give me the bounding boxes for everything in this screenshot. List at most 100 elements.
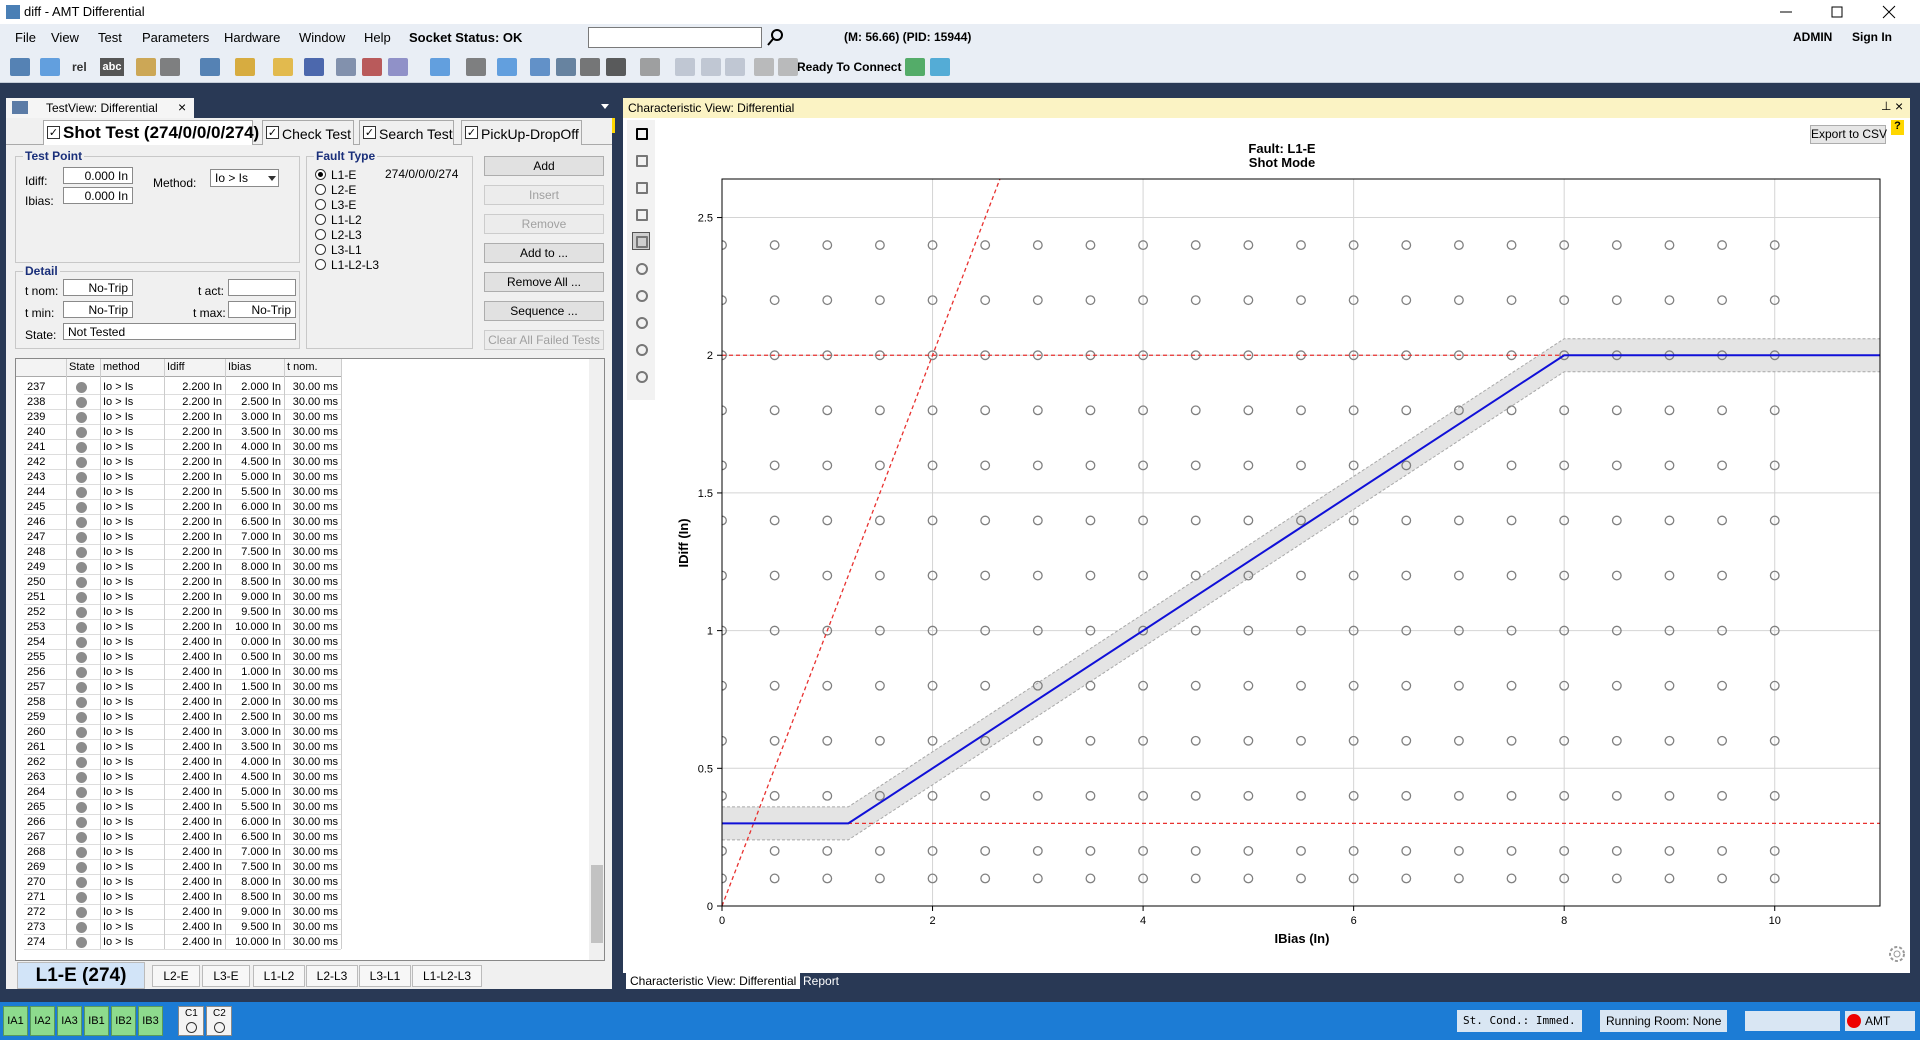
method-select[interactable]: Io > Is xyxy=(210,169,279,187)
menu-item[interactable]: Help xyxy=(364,30,391,45)
radio-label[interactable]: L3-E xyxy=(331,198,357,212)
mode-tab[interactable]: ✓ Shot Test (274/0/0/0/274) xyxy=(43,120,259,145)
toolbar-icon[interactable] xyxy=(701,58,721,76)
row-number[interactable]: 274 xyxy=(27,936,46,948)
row-number[interactable]: 263 xyxy=(27,771,46,783)
row-number[interactable]: 241 xyxy=(27,441,46,453)
action-button[interactable]: Add to ... xyxy=(484,243,604,263)
toolbar-icon[interactable] xyxy=(200,58,220,76)
row-number[interactable]: 268 xyxy=(27,846,46,858)
abc-button[interactable]: abc xyxy=(100,58,124,76)
view-tab-active[interactable]: Characteristic View: Differential xyxy=(626,973,801,989)
action-button[interactable]: Sequence ... xyxy=(484,301,604,321)
scroll-thumb[interactable] xyxy=(591,865,603,943)
row-number[interactable]: 270 xyxy=(27,876,46,888)
fault-tab[interactable]: L1-E (274) xyxy=(17,962,145,989)
radio[interactable] xyxy=(315,199,326,210)
row-number[interactable]: 242 xyxy=(27,456,46,468)
toolbar-icon[interactable] xyxy=(136,58,156,76)
toolbar-icon[interactable] xyxy=(235,58,255,76)
channel[interactable]: IA1 xyxy=(3,1006,28,1036)
row-number[interactable]: 249 xyxy=(27,561,46,573)
row-number[interactable]: 251 xyxy=(27,591,46,603)
panel-menu[interactable] xyxy=(601,104,609,109)
plot-tool[interactable] xyxy=(632,286,650,304)
toolbar-icon[interactable] xyxy=(40,58,60,76)
row-number[interactable]: 238 xyxy=(27,396,46,408)
close[interactable] xyxy=(1882,5,1896,19)
action-button[interactable]: Add xyxy=(484,156,604,176)
idiff-input[interactable]: 0.000 In xyxy=(63,167,133,184)
row-number[interactable]: 272 xyxy=(27,906,46,918)
search-icon[interactable] xyxy=(766,27,786,47)
column-header[interactable]: t nom. xyxy=(287,361,318,373)
fault-tab[interactable]: L3-L1 xyxy=(359,965,411,987)
row-number[interactable]: 244 xyxy=(27,486,46,498)
radio-label[interactable]: L3-L1 xyxy=(331,243,362,257)
row-number[interactable]: 254 xyxy=(27,636,46,648)
row-number[interactable]: 273 xyxy=(27,921,46,933)
restore[interactable] xyxy=(1831,6,1843,18)
toolbar-icon[interactable] xyxy=(497,58,517,76)
row-number[interactable]: 260 xyxy=(27,726,46,738)
contact[interactable]: C2 xyxy=(206,1006,232,1036)
mode-tab[interactable]: ✓ PickUp-DropOff xyxy=(461,120,582,145)
contact[interactable]: C1 xyxy=(178,1006,204,1036)
plot-tool[interactable] xyxy=(632,124,650,142)
column-header[interactable]: State xyxy=(69,361,95,373)
radio[interactable] xyxy=(315,259,326,270)
row-number[interactable]: 258 xyxy=(27,696,46,708)
fault-tab[interactable]: L2-E xyxy=(152,965,200,987)
row-number[interactable]: 250 xyxy=(27,576,46,588)
radio[interactable] xyxy=(315,244,326,255)
close[interactable]: × xyxy=(1895,98,1904,114)
menu-item[interactable]: Parameters xyxy=(142,30,210,45)
radio[interactable] xyxy=(315,169,326,180)
row-number[interactable]: 239 xyxy=(27,411,46,423)
toolbar-icon[interactable] xyxy=(304,58,324,76)
action-button[interactable]: Remove All ... xyxy=(484,272,604,292)
row-number[interactable]: 261 xyxy=(27,741,46,753)
row-number[interactable]: 271 xyxy=(27,891,46,903)
column-header[interactable]: method xyxy=(103,361,140,373)
toolbar-icon[interactable] xyxy=(336,58,356,76)
toolbar-icon[interactable] xyxy=(675,58,695,76)
row-number[interactable]: 269 xyxy=(27,861,46,873)
column-header[interactable]: Idiff xyxy=(167,361,185,373)
row-number[interactable]: 265 xyxy=(27,801,46,813)
export-button[interactable]: Export to CSV xyxy=(1810,125,1887,144)
menu-item[interactable]: File xyxy=(15,30,36,45)
rel-button[interactable]: rel xyxy=(72,60,87,74)
row-number[interactable]: 240 xyxy=(27,426,46,438)
checkbox[interactable]: ✓ xyxy=(465,126,478,139)
toolbar-icon[interactable] xyxy=(640,58,660,76)
row-number[interactable]: 252 xyxy=(27,606,46,618)
radio-label[interactable]: L2-L3 xyxy=(331,228,362,242)
plot-tool[interactable] xyxy=(632,151,650,169)
sign-in[interactable]: Sign In xyxy=(1852,30,1892,44)
toolbar-icon[interactable] xyxy=(606,58,626,76)
row-number[interactable]: 267 xyxy=(27,831,46,843)
radio-label[interactable]: L2-E xyxy=(331,183,357,197)
row-number[interactable]: 262 xyxy=(27,756,46,768)
toolbar-icon[interactable] xyxy=(930,58,950,76)
view-tab[interactable]: Report xyxy=(803,974,840,988)
tab-close[interactable]: × xyxy=(178,99,187,115)
fault-tab[interactable]: L1-L2 xyxy=(253,965,305,987)
toolbar-icon[interactable] xyxy=(160,58,180,76)
plot-tool[interactable] xyxy=(632,340,650,358)
settings-icon[interactable] xyxy=(1887,944,1907,964)
plot-tool[interactable] xyxy=(632,232,650,250)
toolbar-icon[interactable] xyxy=(556,58,576,76)
row-number[interactable]: 247 xyxy=(27,531,46,543)
menu-item[interactable]: Window xyxy=(299,30,346,45)
toolbar-icon[interactable] xyxy=(273,58,293,76)
plot-tool[interactable] xyxy=(632,313,650,331)
checkbox[interactable]: ✓ xyxy=(266,126,279,139)
ibias-input[interactable]: 0.000 In xyxy=(63,187,133,204)
radio[interactable] xyxy=(315,184,326,195)
toolbar-icon[interactable] xyxy=(430,58,450,76)
fault-tab[interactable]: L2-L3 xyxy=(306,965,358,987)
menu-item[interactable]: View xyxy=(51,30,79,45)
channel[interactable]: IB2 xyxy=(111,1006,136,1036)
